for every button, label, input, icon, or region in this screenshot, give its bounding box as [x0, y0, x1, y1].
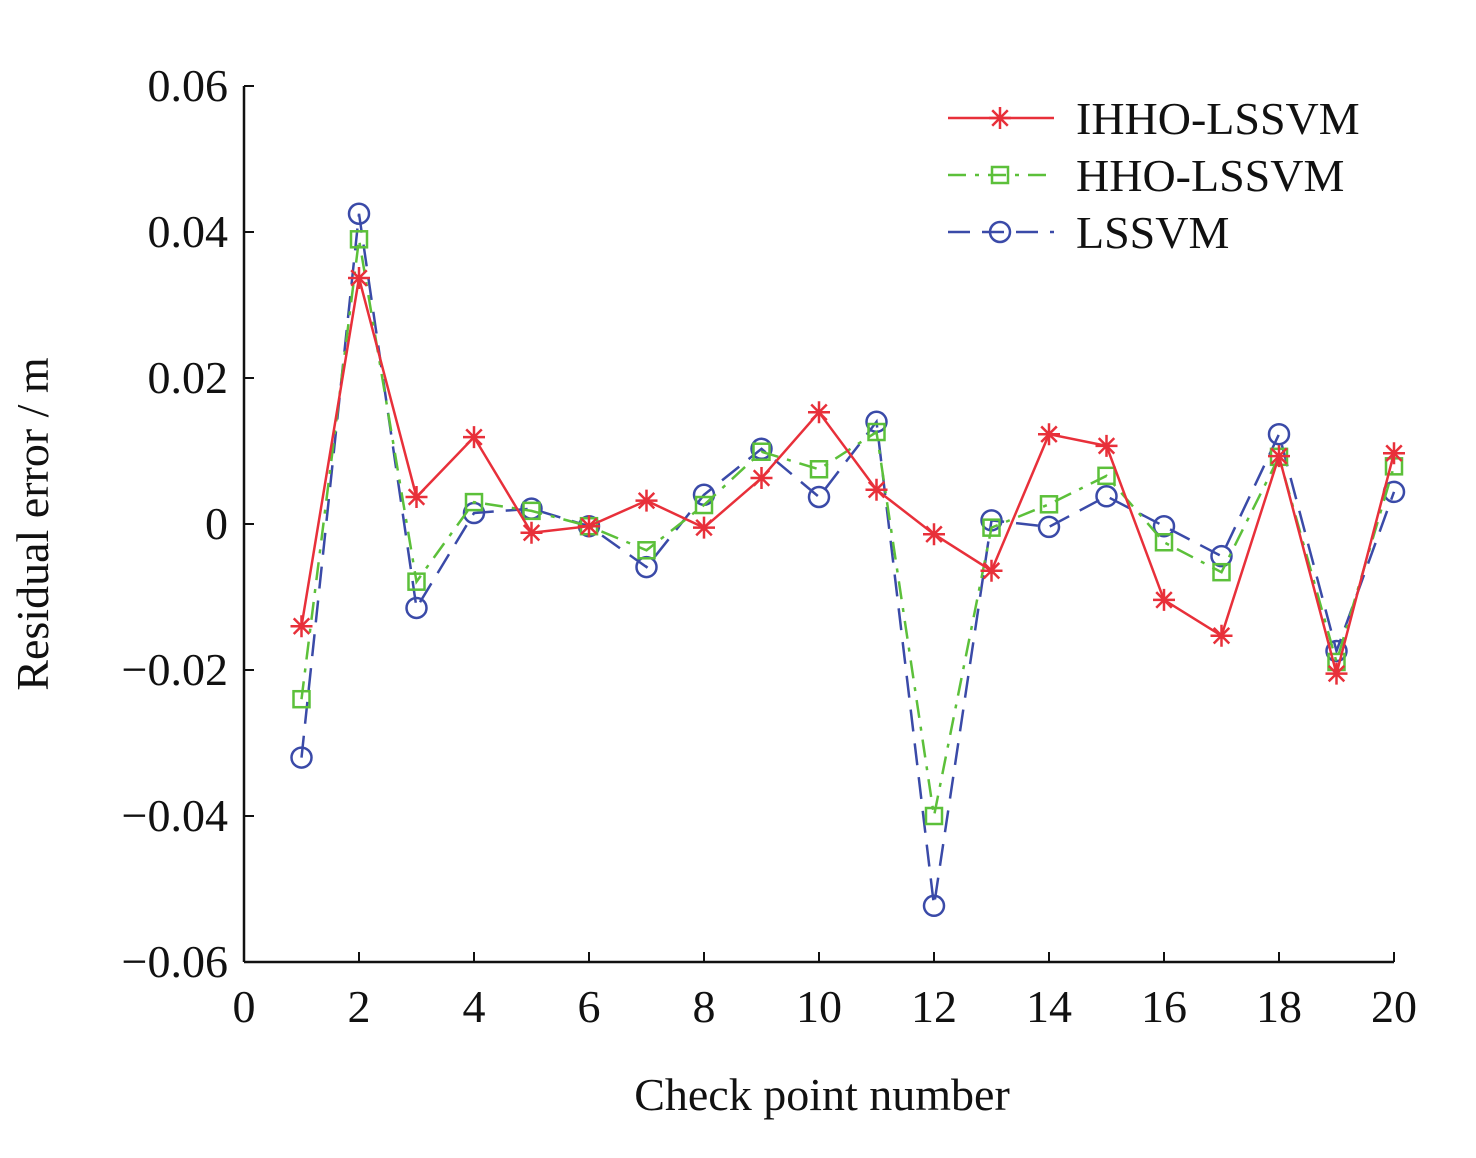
- data-point-square: [752, 442, 771, 461]
- data-point-asterisk: [1268, 445, 1290, 468]
- data-point-asterisk: [1210, 624, 1233, 647]
- x-tick-label: 4: [463, 981, 486, 1032]
- axes: 0 2 4 6 8 10 12 14 16 18 20 −0.06 −0.04 −0.02 0 0.02 0.0…: [122, 60, 1417, 1032]
- data-point-asterisk: [463, 426, 485, 449]
- y-tick-label: 0.02: [148, 352, 229, 403]
- y-tick-label: 0.04: [148, 206, 229, 257]
- data-point-square: [349, 230, 369, 249]
- data-point-asterisk: [808, 401, 830, 424]
- legend-marker-square: [990, 165, 1010, 185]
- x-tick-label: 0: [233, 981, 256, 1032]
- data-point-asterisk: [1383, 442, 1405, 465]
- series-line: [300, 277, 1396, 679]
- legend: IHHO-LSSVM HHO-LSSVM LSSVM: [948, 93, 1360, 258]
- legend-label: LSSVM: [1076, 207, 1229, 258]
- data-point-circle: [1325, 639, 1348, 663]
- data-point-square: [982, 518, 1001, 537]
- x-tick-label: 2: [348, 981, 371, 1032]
- data-point-asterisk: [693, 516, 715, 539]
- data-point-square: [694, 495, 714, 515]
- data-point-asterisk: [980, 559, 1003, 582]
- data-point-circle: [290, 746, 313, 769]
- data-point-circle: [1210, 544, 1233, 568]
- data-point-square: [1097, 466, 1116, 486]
- data-point-circle: [1267, 422, 1291, 446]
- y-tick-label: −0.02: [122, 644, 228, 695]
- y-axis-label: Residual error / m: [7, 357, 58, 691]
- y-tick-label: 0: [205, 498, 228, 549]
- data-point-square: [407, 572, 426, 591]
- data-point-asterisk: [290, 615, 313, 638]
- data-point-asterisk: [348, 266, 370, 289]
- data-point-circle: [922, 894, 946, 918]
- legend-marker-circle: [988, 220, 1012, 244]
- data-point-square: [1154, 533, 1174, 552]
- y-tick-label: −0.04: [122, 790, 228, 841]
- data-point-square: [809, 460, 829, 479]
- series-ihho-lssvm: [290, 266, 1405, 685]
- data-point-asterisk: [520, 521, 543, 544]
- data-point-asterisk: [750, 467, 773, 490]
- data-point-circle: [1037, 515, 1061, 539]
- data-point-circle: [807, 485, 831, 509]
- data-point-square: [1212, 562, 1231, 582]
- data-point-asterisk: [578, 515, 600, 538]
- data-point-circle: [1095, 485, 1118, 508]
- data-point-asterisk: [1325, 662, 1348, 685]
- legend-label: HHO-LSSVM: [1076, 150, 1344, 201]
- data-point-asterisk: [1095, 434, 1118, 457]
- data-point-circle: [405, 596, 428, 620]
- series-lssvm: [290, 202, 1406, 918]
- y-tick-label: 0.06: [148, 60, 229, 111]
- x-tick-label: 20: [1371, 981, 1417, 1032]
- data-point-asterisk: [635, 489, 658, 512]
- legend-item: IHHO-LSSVM: [948, 93, 1360, 144]
- data-point-asterisk: [1038, 423, 1060, 446]
- x-axis-label: Check point number: [634, 1069, 1010, 1120]
- x-tick-label: 6: [578, 981, 601, 1032]
- data-point-circle: [1152, 514, 1176, 538]
- x-tick-label: 10: [796, 981, 842, 1032]
- x-tick-label: 8: [693, 981, 716, 1032]
- data-point-square: [522, 501, 541, 521]
- data-point-asterisk: [923, 523, 945, 546]
- data-point-square: [637, 541, 656, 560]
- data-point-asterisk: [405, 485, 428, 508]
- y-tick-label: −0.06: [122, 936, 228, 987]
- x-tick-label: 18: [1256, 981, 1302, 1032]
- x-tick-label: 14: [1026, 981, 1072, 1032]
- x-tick-label: 12: [911, 981, 957, 1032]
- data-point-square: [292, 689, 311, 709]
- data-point-asterisk: [1153, 588, 1175, 611]
- series-group: [290, 202, 1406, 918]
- data-point-square: [924, 806, 944, 826]
- x-tick-label: 16: [1141, 981, 1187, 1032]
- legend-marker-asterisk: [989, 107, 1011, 129]
- legend-item: LSSVM: [948, 207, 1229, 258]
- legend-item: HHO-LSSVM: [948, 150, 1344, 201]
- data-point-square: [1039, 495, 1059, 514]
- data-point-square: [867, 422, 886, 442]
- legend-label: IHHO-LSSVM: [1076, 93, 1360, 144]
- data-point-square: [464, 492, 484, 512]
- data-point-circle: [347, 202, 371, 225]
- data-point-asterisk: [865, 478, 888, 501]
